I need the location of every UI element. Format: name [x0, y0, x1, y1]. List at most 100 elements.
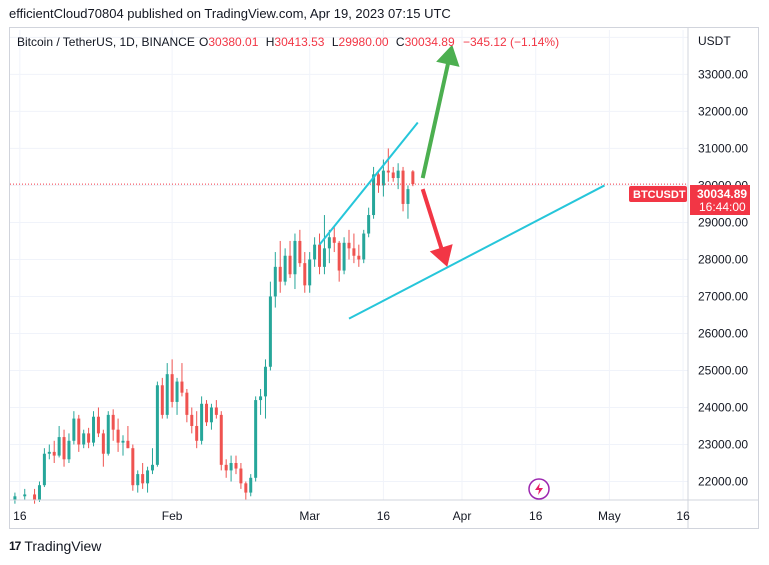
candle-body	[386, 170, 390, 173]
drawings	[10, 44, 688, 320]
ohlc-low-label: L	[332, 35, 339, 49]
candle-body	[303, 263, 307, 286]
price-tick-label: 33000.00	[698, 67, 748, 81]
ohlc-open-label: O	[199, 35, 208, 49]
candle-body	[268, 296, 272, 367]
candle-body	[293, 240, 297, 275]
candle-body	[273, 266, 277, 297]
candle-body	[239, 468, 243, 484]
time-tick-label: 16	[676, 509, 690, 523]
publish-info: efficientCloud70804 published on Trading…	[9, 6, 451, 21]
candle-body	[313, 244, 317, 260]
candle-body	[352, 248, 356, 256]
candle-body	[87, 433, 91, 443]
candle-body	[259, 396, 263, 401]
candle-body	[411, 171, 415, 185]
candle-body	[318, 244, 322, 267]
candle-body	[214, 407, 218, 415]
ohlc-high-label: H	[266, 35, 275, 49]
candle-body	[175, 381, 179, 402]
lightning-icon[interactable]	[528, 478, 550, 500]
ohlc-open: 30380.01	[208, 35, 258, 49]
candle-body	[77, 418, 81, 445]
candle-body	[131, 448, 135, 486]
candle-body	[23, 494, 27, 497]
candle-body	[401, 170, 405, 204]
candle-body	[244, 483, 248, 493]
price-tag-symbol-bg	[629, 186, 687, 202]
candle-body	[116, 429, 120, 443]
candle-body	[47, 451, 51, 454]
price-tick-label: 24000.00	[698, 400, 748, 414]
candle-body	[298, 240, 302, 264]
candle-body	[391, 172, 395, 179]
candle-body	[376, 174, 380, 186]
candle-body	[37, 485, 41, 500]
currency-label: USDT	[698, 34, 731, 48]
arrow-down-icon	[420, 188, 453, 267]
candle-body	[146, 470, 150, 484]
footer: 17 TradingView	[9, 538, 101, 554]
ohlc-close: 30034.89	[405, 35, 455, 49]
candle-body	[42, 453, 46, 486]
candle-body	[283, 255, 287, 282]
candle-body	[52, 451, 56, 456]
price-tag-value-bg	[690, 185, 750, 215]
time-tick-label: 16	[377, 509, 391, 523]
footer-brand: TradingView	[24, 538, 102, 554]
price-tick-label: 26000.00	[698, 326, 748, 340]
candle-body	[185, 392, 189, 415]
price-tick-label: 23000.00	[698, 437, 748, 451]
chart-title: Bitcoin / TetherUS, 1D, BINANCE	[17, 35, 195, 49]
price-tick-label: 27000.00	[698, 289, 748, 303]
candle-body	[362, 233, 366, 260]
candle-body	[180, 381, 184, 393]
candle-body	[381, 170, 385, 186]
candle-body	[229, 462, 233, 471]
candle-body	[337, 242, 341, 271]
time-tick-label: Feb	[162, 509, 183, 523]
candles	[13, 148, 415, 504]
candle-body	[200, 403, 204, 441]
candle-body	[126, 440, 130, 449]
candle-body	[82, 433, 86, 445]
candle-body	[72, 418, 76, 441]
candle-body	[57, 437, 61, 456]
candle-body	[234, 462, 238, 469]
candle-body	[278, 266, 282, 282]
price-tag-countdown: 16:44:00	[699, 200, 746, 214]
ohlc-high: 30413.53	[274, 35, 324, 49]
candle-body	[62, 437, 66, 460]
ohlc-change: −345.12 (−1.14%)	[463, 35, 559, 49]
candle-body	[288, 255, 292, 275]
candle-body	[160, 385, 164, 415]
candle-body	[308, 259, 312, 286]
candle-body	[406, 189, 410, 204]
candle-body	[224, 464, 228, 471]
time-tick-label: Apr	[453, 509, 472, 523]
candle-body	[263, 366, 267, 397]
candle-body	[165, 374, 169, 415]
candle-body	[33, 494, 37, 500]
candle-body	[357, 255, 361, 260]
grid	[10, 30, 688, 500]
price-axis: 33000.0032000.0031000.0030000.0029000.00…	[687, 28, 748, 528]
candle-body	[111, 414, 115, 430]
candle-body	[141, 474, 145, 484]
candle-body	[205, 403, 209, 423]
candle-body	[249, 477, 253, 493]
time-tick-label: 16	[529, 509, 543, 523]
channel-lower-line	[348, 184, 605, 320]
candle-body	[396, 170, 400, 179]
candle-body	[155, 385, 159, 465]
candle-body	[322, 248, 326, 267]
candle-body	[219, 414, 223, 465]
time-tick-label: May	[598, 509, 621, 523]
candle-body	[195, 425, 199, 441]
candle-body	[209, 407, 213, 423]
ohlc-low: 29980.00	[339, 35, 389, 49]
price-tag-value: 30034.89	[697, 187, 747, 201]
candle-body	[121, 440, 125, 443]
candle-body	[170, 374, 174, 402]
